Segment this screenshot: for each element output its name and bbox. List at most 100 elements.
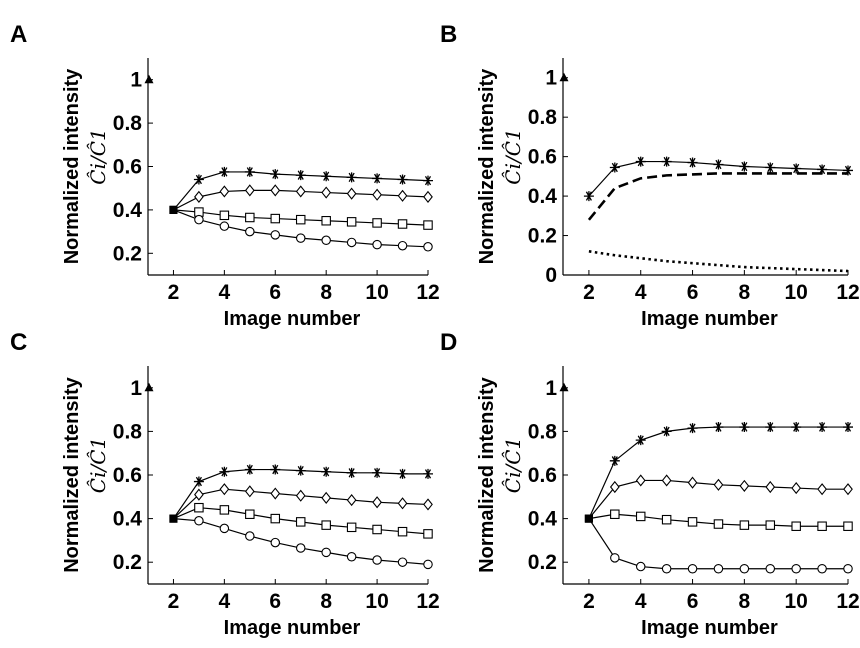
data-point (791, 563, 801, 574)
data-point (219, 210, 230, 221)
panel-letter: D (440, 329, 457, 356)
x-tick-label: 12 (416, 281, 439, 304)
data-point (219, 185, 230, 198)
y-tick-label: 0.2 (528, 225, 557, 248)
y-axis-formula: Ĉi/Ĉ1 (85, 128, 110, 184)
data-point (423, 175, 433, 186)
data-point (169, 205, 178, 214)
data-point (843, 521, 853, 531)
data-point (270, 537, 281, 548)
y-tick-label: 0.6 (113, 156, 142, 179)
data-point (610, 553, 620, 563)
x-axis-title: Image number (224, 617, 361, 639)
x-tick-label: 8 (320, 590, 332, 613)
data-point (739, 479, 750, 492)
data-point (765, 162, 776, 173)
data-point (765, 480, 776, 494)
data-point (194, 488, 204, 501)
data-point (739, 520, 750, 530)
y-tick-label: 0.4 (113, 508, 143, 531)
x-tick-label: 10 (365, 590, 388, 613)
y-tick-label: 0.6 (528, 464, 557, 487)
y-tick-label: 0.6 (113, 464, 142, 487)
series-line (587, 172, 848, 221)
data-point (739, 563, 750, 574)
data-point (321, 171, 332, 182)
data-point (372, 467, 383, 478)
data-point (219, 505, 230, 515)
y-axis-title: Normalized intensity (61, 68, 83, 264)
data-point (661, 426, 672, 437)
x-tick-label: 8 (739, 281, 751, 304)
x-tick-label: 12 (836, 281, 859, 304)
data-point (713, 159, 724, 170)
data-point (843, 483, 853, 496)
data-point (397, 174, 408, 185)
data-point (372, 555, 382, 565)
data-point (295, 233, 306, 243)
data-point (219, 166, 230, 177)
data-point (609, 480, 620, 494)
y-tick-label: 0.2 (528, 551, 557, 574)
data-point (270, 464, 281, 475)
data-point (321, 547, 331, 558)
data-point (270, 184, 281, 197)
data-point (219, 523, 230, 534)
data-point (270, 169, 281, 180)
x-tick-label: 12 (416, 590, 439, 613)
data-point (194, 516, 204, 526)
x-tick-label: 6 (687, 590, 699, 613)
x-tick-label: 4 (635, 281, 647, 304)
data-point (817, 563, 827, 574)
data-point (713, 563, 724, 574)
data-point (635, 156, 646, 167)
data-point (739, 161, 750, 172)
data-point (687, 423, 698, 434)
data-point (244, 184, 255, 197)
data-point (346, 172, 357, 183)
data-point (791, 481, 802, 495)
y-axis-formula: Ĉi/Ĉ1 (500, 128, 525, 184)
data-point (295, 170, 306, 181)
data-point (295, 465, 306, 476)
data-point (397, 189, 408, 202)
data-point (423, 529, 433, 539)
series-circle (169, 514, 433, 570)
x-axis-title: Image number (224, 308, 361, 330)
data-point (321, 235, 331, 246)
y-tick-label: 0.8 (528, 420, 558, 443)
series-line (588, 426, 848, 519)
data-point (295, 214, 306, 225)
x-tick-label: 10 (785, 281, 808, 304)
series-dotted (588, 250, 849, 273)
panel-letter: B (440, 21, 457, 48)
data-point (584, 514, 593, 523)
x-tick-label: 6 (687, 281, 699, 304)
y-tick-label: 1 (130, 69, 142, 92)
data-point (245, 226, 255, 237)
data-point (713, 478, 724, 491)
data-point (270, 513, 281, 524)
data-point (817, 483, 827, 496)
data-point (817, 422, 828, 433)
data-point (244, 464, 255, 475)
data-point (635, 435, 646, 446)
data-point (817, 164, 828, 175)
data-point (295, 543, 306, 553)
data-point (346, 467, 357, 478)
data-point (295, 517, 306, 527)
data-point (219, 466, 230, 477)
data-point (270, 487, 281, 500)
reference-marker (559, 382, 569, 392)
y-tick-label: 0.2 (113, 551, 142, 574)
data-point (219, 221, 230, 231)
reference-marker (144, 382, 154, 392)
data-point (169, 514, 178, 523)
data-point (609, 162, 620, 173)
data-point (791, 521, 801, 531)
y-tick-label: 0.8 (528, 106, 558, 129)
data-point (194, 502, 204, 513)
data-point (321, 466, 332, 477)
y-tick-label: 0.8 (113, 420, 143, 443)
